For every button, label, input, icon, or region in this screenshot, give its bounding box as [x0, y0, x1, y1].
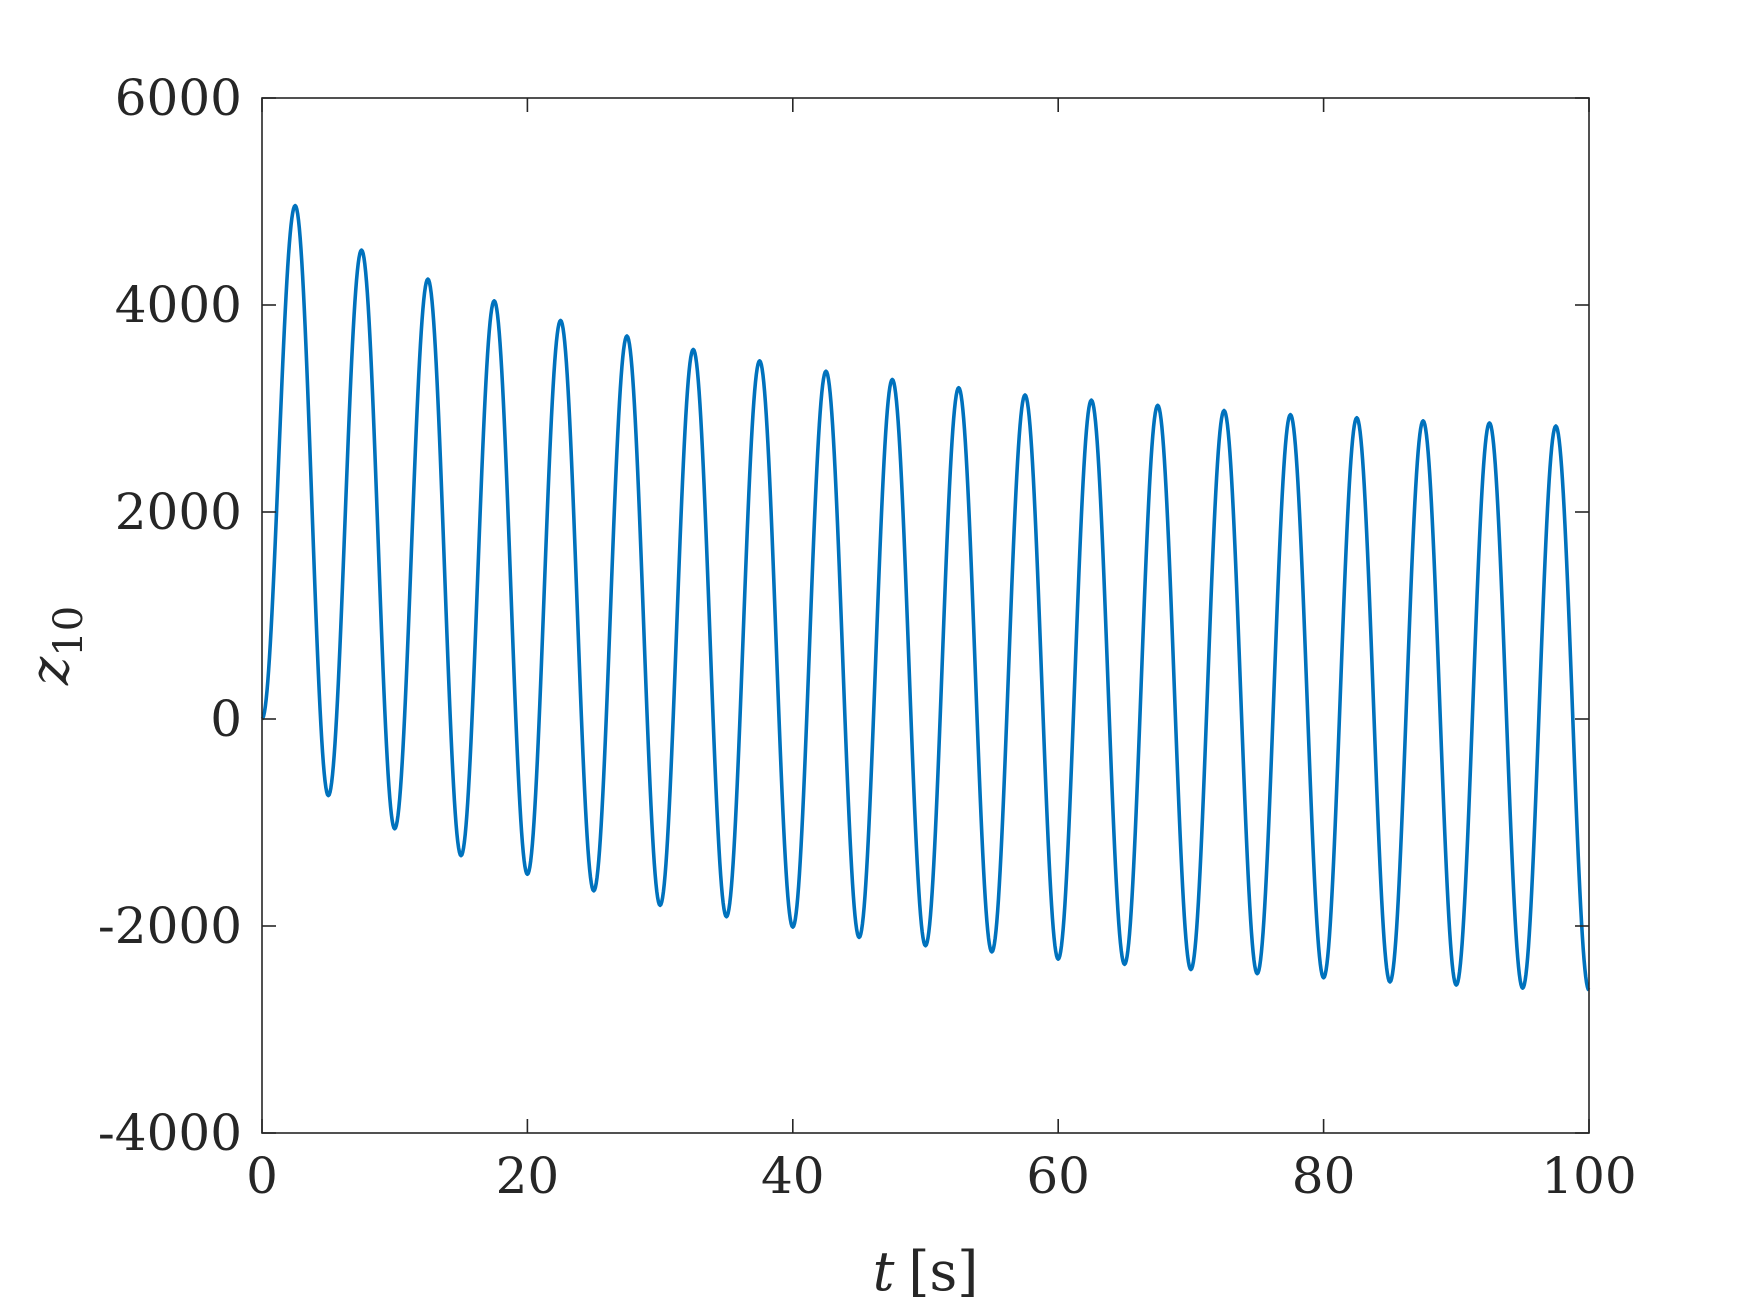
y-tick-label: -4000 — [98, 1104, 242, 1162]
y-tick-label: 4000 — [115, 276, 242, 334]
y-axis-label-sub: 10 — [46, 606, 92, 657]
axes-layer — [261, 97, 1590, 1134]
y-tick-label: -2000 — [98, 897, 242, 955]
y-axis-label-base: z — [18, 656, 81, 686]
plot-background — [262, 98, 1589, 1133]
plot-area — [262, 98, 1589, 1133]
x-axis-label-unit: [s] — [908, 1240, 978, 1303]
x-tick-label: 0 — [246, 1147, 278, 1205]
x-axis-label: t [s] — [873, 1240, 979, 1303]
series-line — [260, 203, 1591, 992]
x-tick-label: 20 — [496, 1147, 560, 1205]
x-tick-label: 40 — [761, 1147, 825, 1205]
x-tick-label: 60 — [1026, 1147, 1090, 1205]
labels-layer: 0 20 40 60 80 100 -4000 -2000 0 2000 4000 6000 t [s] z… — [18, 69, 1637, 1303]
y-axis-label: z10 — [18, 606, 92, 686]
y-tick-label: 2000 — [115, 483, 242, 541]
x-tick-label: 100 — [1541, 1147, 1636, 1205]
x-axis-label-var: t — [873, 1240, 895, 1303]
x-tick-label: 80 — [1292, 1147, 1356, 1205]
data-layer — [260, 203, 1591, 992]
y-tick-label: 0 — [210, 690, 242, 748]
y-tick-label: 6000 — [115, 69, 242, 127]
axes-box — [261, 97, 1590, 1134]
